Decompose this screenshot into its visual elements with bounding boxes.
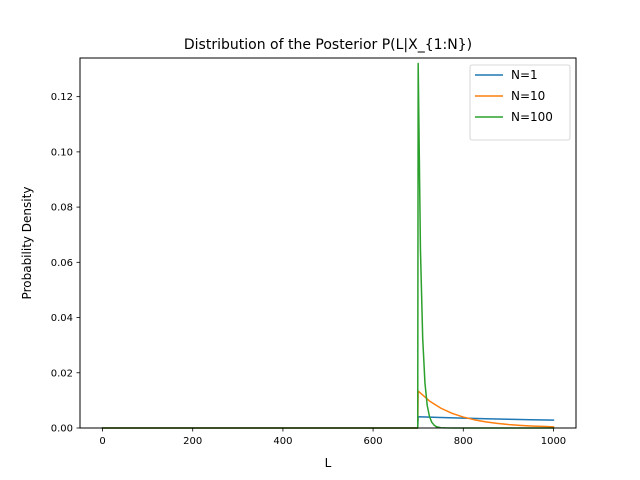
legend-label-1: N=10 bbox=[511, 89, 545, 103]
chart-title: Distribution of the Posterior P(L|X_{1:N… bbox=[184, 37, 472, 53]
x-tick-label: 400 bbox=[273, 436, 292, 447]
y-tick-label: 0.10 bbox=[51, 147, 73, 158]
x-axis-label: L bbox=[325, 456, 332, 470]
series-line-1 bbox=[101, 390, 555, 429]
y-axis-ticks: 0.00 0.02 0.04 0.06 0.08 0.10 0.12 bbox=[51, 92, 80, 435]
legend-box bbox=[469, 64, 571, 141]
y-tick-label: 0.12 bbox=[51, 92, 73, 103]
y-tick-label: 0.02 bbox=[51, 368, 73, 379]
x-tick-label: 0 bbox=[99, 436, 105, 447]
y-tick-label: 0.06 bbox=[51, 258, 73, 269]
x-tick-label: 600 bbox=[364, 436, 383, 447]
x-tick-label: 800 bbox=[454, 436, 473, 447]
x-tick-label: 200 bbox=[183, 436, 202, 447]
y-tick-label: 0.04 bbox=[51, 313, 73, 324]
legend-label-2: N=100 bbox=[511, 110, 553, 124]
y-tick-label: 0.00 bbox=[51, 424, 73, 435]
x-tick-label: 1000 bbox=[541, 436, 566, 447]
legend-label-0: N=1 bbox=[511, 68, 538, 82]
x-axis-ticks: 0 200 400 600 800 1000 bbox=[99, 428, 566, 447]
y-axis-label: Probability Density bbox=[20, 187, 34, 300]
legend: N=1 N=10 N=100 bbox=[469, 64, 571, 141]
plot-frame bbox=[79, 57, 577, 429]
y-tick-label: 0.08 bbox=[51, 203, 73, 214]
